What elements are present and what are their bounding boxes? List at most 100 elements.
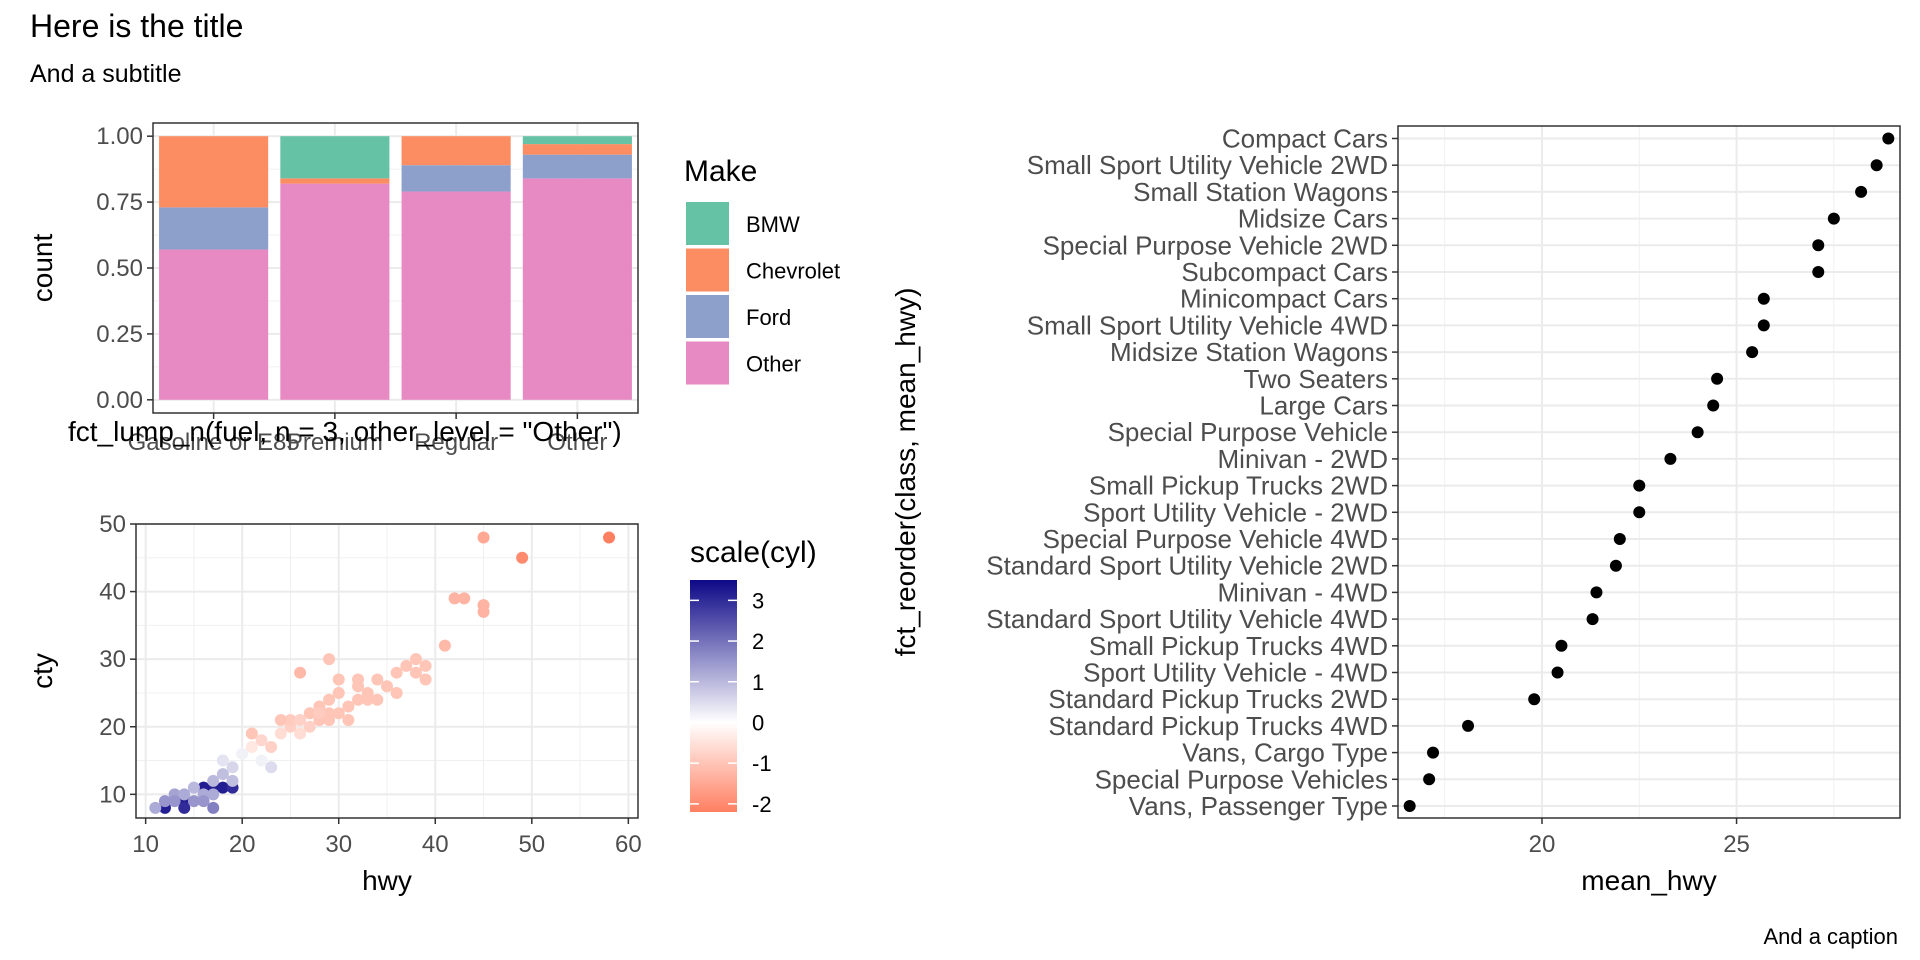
scatter-colorbar-label: 3	[752, 588, 764, 613]
dot-point	[1403, 800, 1416, 812]
scatter-point	[158, 795, 171, 808]
scatter-x-tick-label: 60	[615, 831, 642, 858]
dot-y-tick-label: Midsize Station Wagons	[1110, 337, 1388, 367]
dot-point	[1633, 479, 1646, 492]
scatter-x-tick-label: 40	[422, 831, 449, 858]
scatter-x-tick-label: 20	[229, 831, 256, 858]
dot-point	[1812, 266, 1825, 278]
dot-point	[1551, 666, 1564, 679]
dot-y-tick-label: Special Purpose Vehicle	[1108, 417, 1388, 447]
scatter-point	[149, 801, 162, 814]
dot-point	[1423, 773, 1436, 786]
scatter-point	[255, 734, 268, 747]
dot-point	[1613, 533, 1626, 545]
figure-caption: And a caption	[1763, 924, 1898, 949]
bar-x-tick-label: Premium	[287, 429, 383, 456]
dot-y-tick-label: Special Purpose Vehicle 4WD	[1043, 524, 1388, 554]
dot-y-tick-label: Minicompact Cars	[1180, 284, 1388, 314]
dot-y-tick-label: Minivan - 4WD	[1218, 577, 1388, 607]
scatter-point	[294, 727, 307, 740]
scatter-point	[236, 747, 249, 760]
dot-point	[1586, 613, 1599, 626]
bar-x-axis-title: fct_lump_n(fuel, n = 3, other_level = "O…	[68, 416, 622, 447]
scatter-point	[303, 707, 316, 720]
dot-y-tick-label: Small Sport Utility Vehicle 2WD	[1027, 150, 1388, 180]
dot-y-tick-label: Subcompact Cars	[1181, 257, 1388, 287]
scatter-point	[265, 761, 278, 774]
scatter-point	[265, 741, 278, 754]
scatter-x-tick-label: 50	[518, 831, 545, 858]
bar-x-tick-label: Gasoline or E85	[128, 429, 300, 456]
dot-y-tick-label: Sport Utility Vehicle - 4WD	[1083, 658, 1388, 688]
scatter-y-tick-label: 20	[99, 714, 126, 741]
bar-legend-key	[686, 202, 729, 245]
scatter-point	[294, 714, 307, 726]
scatter-point	[216, 768, 229, 781]
scatter-point	[178, 788, 191, 801]
scatter-point	[274, 714, 287, 726]
scatter-point	[294, 666, 307, 679]
bar-segment	[401, 191, 511, 400]
scatter-point	[477, 605, 490, 618]
scatter-colorbar-label: -2	[752, 792, 772, 817]
scatter-point	[603, 531, 616, 544]
scatter-point	[332, 686, 345, 699]
scatter-point	[274, 727, 287, 740]
scatter-x-tick-label: 10	[132, 831, 159, 858]
dot-point	[1664, 452, 1677, 465]
dot-panel-border	[1397, 125, 1901, 819]
bar-legend-label: BMW	[746, 212, 800, 237]
bar-segment	[401, 165, 511, 192]
scatter-y-axis-title: cty	[27, 653, 58, 689]
dot-y-tick-label: Small Sport Utility Vehicle 4WD	[1027, 310, 1388, 340]
scatter-point	[438, 639, 451, 652]
scatter-point	[226, 761, 239, 774]
scatter-point	[516, 551, 529, 564]
scatter-point	[323, 653, 336, 666]
bar-legend-title: Make	[684, 155, 757, 188]
scatter-point	[352, 673, 365, 686]
scatter-colorbar-label: 0	[752, 710, 764, 735]
scatter-point	[197, 795, 210, 808]
bar-segment	[280, 136, 390, 179]
dot-panel-background	[1398, 126, 1900, 818]
bar-legend-label: Ford	[746, 305, 791, 330]
scatter-point	[207, 788, 220, 801]
bar-legend-key	[686, 341, 729, 385]
scatter-y-tick-label: 50	[99, 511, 126, 538]
scatter-point	[245, 741, 258, 754]
bar-segment	[401, 136, 511, 166]
scatter-point	[332, 707, 345, 720]
scatter-x-axis-title: hwy	[362, 865, 412, 896]
dot-point	[1757, 319, 1770, 332]
scatter-point	[323, 693, 336, 706]
bar-segment	[280, 183, 390, 400]
scatter-colorbar-label: 2	[752, 629, 764, 654]
figure-title: Here is the title	[30, 8, 244, 44]
scatter-point	[477, 531, 490, 544]
dot-point	[1691, 426, 1704, 439]
scatter-point	[390, 666, 403, 679]
dot-point	[1609, 559, 1622, 572]
dot-point	[1462, 719, 1475, 732]
bar-x-tick-label: Other	[547, 429, 607, 456]
scatter-point	[313, 707, 326, 720]
dot-point	[1855, 185, 1868, 198]
scatter-point	[178, 801, 191, 814]
dot-y-tick-label: Compact Cars	[1222, 124, 1388, 154]
dot-y-tick-label: Minivan - 2WD	[1218, 444, 1388, 474]
bar-y-tick-label: 0.75	[96, 189, 143, 216]
scatter-point	[400, 659, 413, 672]
bar-legend-label: Other	[746, 352, 801, 377]
dot-point	[1633, 506, 1646, 519]
dot-point	[1746, 346, 1759, 359]
scatter-colorbar	[690, 580, 737, 812]
bar-panel-border	[152, 122, 639, 414]
scatter-point	[419, 673, 432, 686]
scatter-point	[371, 693, 384, 706]
scatter-point	[342, 700, 355, 713]
scatter-point	[371, 673, 384, 686]
scatter-point	[419, 659, 432, 672]
dot-point	[1812, 239, 1825, 252]
scatter-y-tick-label: 40	[99, 579, 126, 606]
